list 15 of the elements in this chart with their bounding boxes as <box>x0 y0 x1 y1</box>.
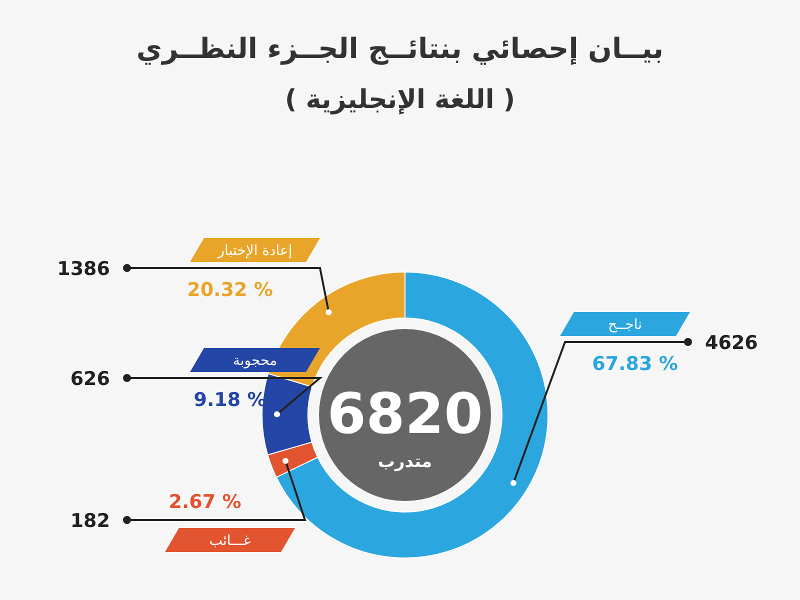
text: 4626 <box>705 332 758 354</box>
data-label: 67.83 % <box>592 353 678 375</box>
data-label: 2.67 % <box>168 491 242 513</box>
slice-label: محجوبة <box>232 353 278 369</box>
text: متدرب <box>378 452 432 472</box>
slice-label: إعادة الإختبار <box>216 243 292 259</box>
text: 1386 <box>57 258 110 280</box>
text: 626 <box>70 368 110 390</box>
slice-label: ناجــح <box>608 317 642 333</box>
data-label: 20.32 % <box>187 279 273 301</box>
slice-label: غـــائب <box>209 533 251 549</box>
chart-subtitle: ( اللغة الإنجليزية ) <box>284 85 516 115</box>
chart-title: بيــان إحصائي بنتائــج الجــزء النظــري <box>136 32 664 65</box>
text: 182 <box>70 510 110 532</box>
text: 6820 <box>327 382 483 447</box>
